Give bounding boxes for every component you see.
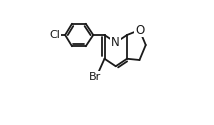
Text: N: N: [111, 36, 120, 49]
Text: O: O: [135, 24, 144, 36]
Text: Cl: Cl: [50, 30, 61, 40]
Text: Br: Br: [89, 72, 101, 82]
